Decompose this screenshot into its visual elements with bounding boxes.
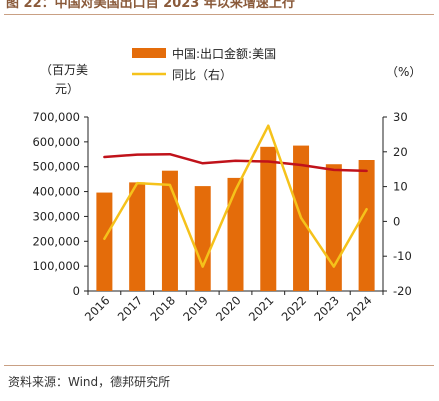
line-point-1-2019 bbox=[202, 266, 204, 268]
legend-swatch-bar bbox=[132, 48, 166, 58]
line-series-2 bbox=[103, 152, 368, 173]
line-point-1-2024 bbox=[366, 208, 368, 210]
bar-2023 bbox=[325, 164, 342, 291]
line-point-2-2022 bbox=[300, 164, 302, 166]
left-axis-unit-line1: （百万美 bbox=[40, 63, 88, 77]
left-axis-unit-line2: 元） bbox=[55, 82, 79, 96]
line-point-1-2022 bbox=[300, 217, 302, 219]
bar-2024 bbox=[358, 160, 375, 291]
line-point-2-2016 bbox=[103, 156, 105, 158]
right-axis-tick-label: 0 bbox=[393, 214, 400, 228]
left-axis-tick-label: 100,000 bbox=[32, 259, 80, 273]
title-divider bbox=[4, 14, 434, 15]
x-axis-label: 2017 bbox=[115, 293, 146, 324]
bar-2017 bbox=[129, 182, 146, 291]
footer-divider bbox=[4, 365, 434, 366]
left-axis-tick-label: 300,000 bbox=[32, 209, 80, 223]
left-axis-ticks: 0 100,000 200,000 300,000 400,000 500,000 600,… bbox=[32, 110, 88, 298]
line-point-2-2021 bbox=[267, 160, 269, 163]
source-note: 资料来源：Wind，德邦研究所 bbox=[8, 375, 171, 389]
x-axis-label: 2024 bbox=[344, 293, 375, 324]
line-point-2-2019 bbox=[202, 162, 204, 164]
line-point-2-2018 bbox=[169, 153, 171, 155]
line-point-1-2017 bbox=[136, 182, 138, 184]
x-axis-label: 2019 bbox=[180, 293, 211, 324]
right-axis-tick-label: 30 bbox=[393, 110, 408, 124]
left-axis-tick-label: 0 bbox=[73, 284, 80, 298]
bar-2021 bbox=[260, 146, 277, 291]
right-axis-tick-label: 10 bbox=[393, 180, 408, 194]
right-axis-tick-label: -20 bbox=[393, 284, 412, 298]
bar-2016 bbox=[96, 192, 113, 291]
x-axis-label: 2016 bbox=[82, 293, 113, 324]
left-axis-tick-label: 400,000 bbox=[32, 185, 80, 199]
x-axis-label: 2020 bbox=[213, 293, 244, 324]
x-axis-label: 2022 bbox=[279, 293, 310, 324]
line-point-1-2018 bbox=[169, 184, 171, 186]
right-axis-tick-label: 20 bbox=[393, 145, 408, 159]
right-axis-tick-label: -10 bbox=[393, 249, 412, 263]
left-axis-tick-label: 500,000 bbox=[32, 160, 80, 174]
line-series bbox=[103, 124, 368, 268]
line-point-2-2023 bbox=[333, 169, 335, 171]
chart-canvas: 中国:出口金额:美国 同比（右） （百万美 元） （%） 0100,000200… bbox=[32, 46, 421, 324]
left-axis-tick-label: 600,000 bbox=[32, 135, 80, 149]
figure-title: 图 22：中国对美国出口自 2023 年以来增速上行 bbox=[6, 0, 295, 11]
legend: 中国:出口金额:美国 同比（右） bbox=[132, 46, 276, 82]
line-point-2-2020 bbox=[234, 160, 237, 162]
legend-label-line: 同比（右） bbox=[172, 67, 232, 82]
x-axis-labels: 2016 2017 2018 2019 2020 2021 2022 2023 2024 bbox=[82, 291, 384, 324]
line-point-1-2016 bbox=[103, 238, 105, 240]
line-point-1-2021 bbox=[267, 125, 269, 127]
right-axis-ticks: -20 -10 0 10 20 30 bbox=[383, 110, 412, 298]
left-axis-tick-label: 200,000 bbox=[32, 234, 80, 248]
bar-series bbox=[96, 145, 375, 291]
right-axis-unit: （%） bbox=[386, 65, 421, 79]
bar-2020 bbox=[227, 177, 244, 291]
x-axis-label: 2018 bbox=[147, 293, 178, 324]
x-axis-label: 2023 bbox=[311, 293, 342, 324]
legend-label-bar: 中国:出口金额:美国 bbox=[172, 46, 276, 61]
line-point-1-2023 bbox=[333, 266, 335, 268]
left-axis-tick-label: 700,000 bbox=[32, 110, 80, 124]
bar-2018 bbox=[161, 170, 178, 291]
line-point-2-2017 bbox=[136, 153, 138, 156]
line-point-2-2024 bbox=[366, 170, 368, 172]
x-axis-label: 2021 bbox=[246, 293, 277, 324]
bar-2019 bbox=[194, 186, 211, 291]
line-point-1-2020 bbox=[234, 189, 237, 191]
